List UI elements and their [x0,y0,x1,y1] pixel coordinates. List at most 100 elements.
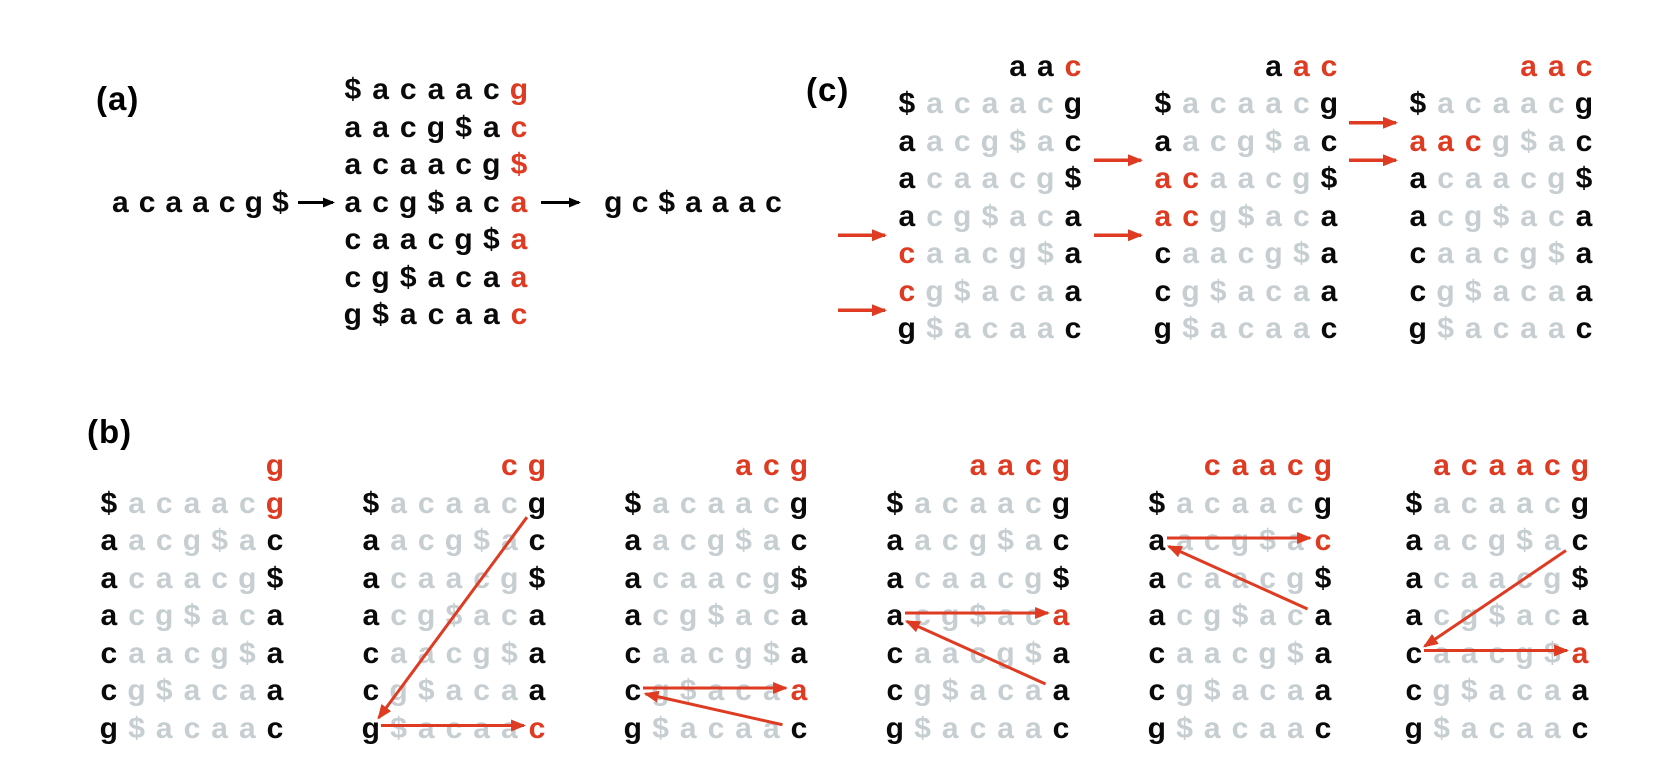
matrix-cell: c [1571,524,1589,558]
bwt-input-string: a c a a c g $ [107,184,294,222]
matrix-cell: a [711,186,729,219]
matrix-cell: a [362,561,380,595]
matrix-cell: a [112,186,129,219]
matrix-cell: $ [624,486,642,520]
matrix-cell: $ [155,674,173,708]
matrix-cell: c [427,298,445,332]
matrix-cell: a [762,711,780,745]
matrix-cell: a [1231,486,1249,520]
matrix-row: $ a c a a c g [95,485,289,523]
matrix-cell: a [1547,124,1565,158]
matrix-cell: a [1286,524,1304,558]
matrix-cell: g [679,599,698,633]
matrix-cell: a [1460,636,1478,670]
matrix-cell: g [1008,237,1027,271]
matrix-row: a c a a c g $ [95,560,289,598]
matrix-cell: a [473,599,490,633]
matrix-cell: a [1571,674,1589,708]
matrix-cell: $ [1516,524,1533,558]
matrix-cell: g [604,186,623,219]
matrix-cell: a [1520,49,1537,83]
matrix-cell: a [1292,124,1310,158]
matrix-cell: a [941,561,959,595]
matrix-cell: $ [1547,237,1565,271]
matrix-cell: g [1547,162,1566,196]
matrix-cell [440,447,468,485]
matrix-cell: g [789,449,809,483]
matrix-cell: $ [427,185,445,219]
matrix-cell: a [211,711,228,745]
matrix-cell: a [1464,162,1482,196]
matrix-cell: g [885,711,904,745]
matrix-cell: a [1064,237,1082,271]
matrix-cell: c [372,185,389,219]
matrix-cell: a [1209,162,1227,196]
matrix-row: $ a c a a c g [339,71,533,109]
matrix-cell: $ [372,298,389,332]
matrix-cell: a [482,110,500,144]
matrix-cell: a [155,711,173,745]
matrix-cell: g [500,561,519,595]
matrix-cell: g [1436,274,1455,308]
matrix-cell: a [1405,599,1423,633]
matrix-cell: c [762,449,780,483]
matrix-cell: c [362,636,380,670]
matrix-cell: c [1409,237,1427,271]
matrix-cell: $ [1148,486,1166,520]
matrix-cell: a [1154,124,1172,158]
matrix-cell: c [679,486,697,520]
matrix-cell: $ [1292,237,1310,271]
matrix-cell: a [1516,486,1533,520]
matrix-cell: c [399,110,417,144]
matrix-cell: a [735,449,752,483]
matrix-cell [674,447,702,485]
matrix-cell: a [427,148,445,182]
matrix-cell: g [1063,87,1083,121]
matrix-cell [1177,48,1205,86]
matrix-row: g $ a c a a c [95,710,289,748]
matrix-cell: a [344,148,362,182]
matrix-cell: g [897,312,916,346]
matrix-cell: $ [1024,636,1042,670]
matrix-cell: $ [455,110,472,144]
matrix-cell: c [914,561,931,595]
matrix-cell: $ [473,524,490,558]
matrix-row: c a a c g $ a [1149,235,1343,273]
matrix-row: a c a a c g $ [1149,160,1343,198]
matrix-cell [619,447,647,485]
matrix-cell: a [1437,87,1454,121]
matrix-cell: c [762,486,780,520]
matrix-cell: a [1182,237,1199,271]
matrix-cell: a [1286,711,1304,745]
matrix-cell [123,447,151,485]
matrix-cell: c [1286,599,1304,633]
matrix-cell: a [886,524,904,558]
matrix-cell: c [1286,486,1304,520]
matrix-cell: a [399,298,417,332]
matrix-cell: c [1265,274,1282,308]
matrix-cell: a [762,524,780,558]
matrix-cell: c [1265,162,1282,196]
matrix-cell: a [1176,524,1193,558]
matrix-cell: c [1024,599,1042,633]
matrix-cell [647,447,675,485]
matrix-cell: c [455,260,472,294]
matrix-cell: a [1547,274,1565,308]
matrix-cell: g [1319,87,1339,121]
matrix-cell: a [510,223,528,257]
matrix-cell: a [1036,124,1054,158]
matrix-cell: $ [898,87,916,121]
matrix-cell: c [1292,87,1310,121]
matrix-cell: a [238,711,256,745]
matrix-cell: c [1064,124,1082,158]
matrix-cell: c [1148,674,1166,708]
matrix-cell: c [445,636,463,670]
matrix-cell: $ [1460,674,1478,708]
lf-matrix-b3: a c g $ a c a a c g a a c g $ a c a c a a c g $ a c g $ a c a c a a c g $ a c g… [619,447,813,747]
matrix-cell: g [1464,199,1483,233]
matrix-row: a a c g $ a c [1149,123,1343,161]
matrix-cell: a [1176,486,1193,520]
matrix-cell: c [510,298,528,332]
matrix-cell: c [1575,312,1593,346]
matrix-cell: a [1009,49,1026,83]
